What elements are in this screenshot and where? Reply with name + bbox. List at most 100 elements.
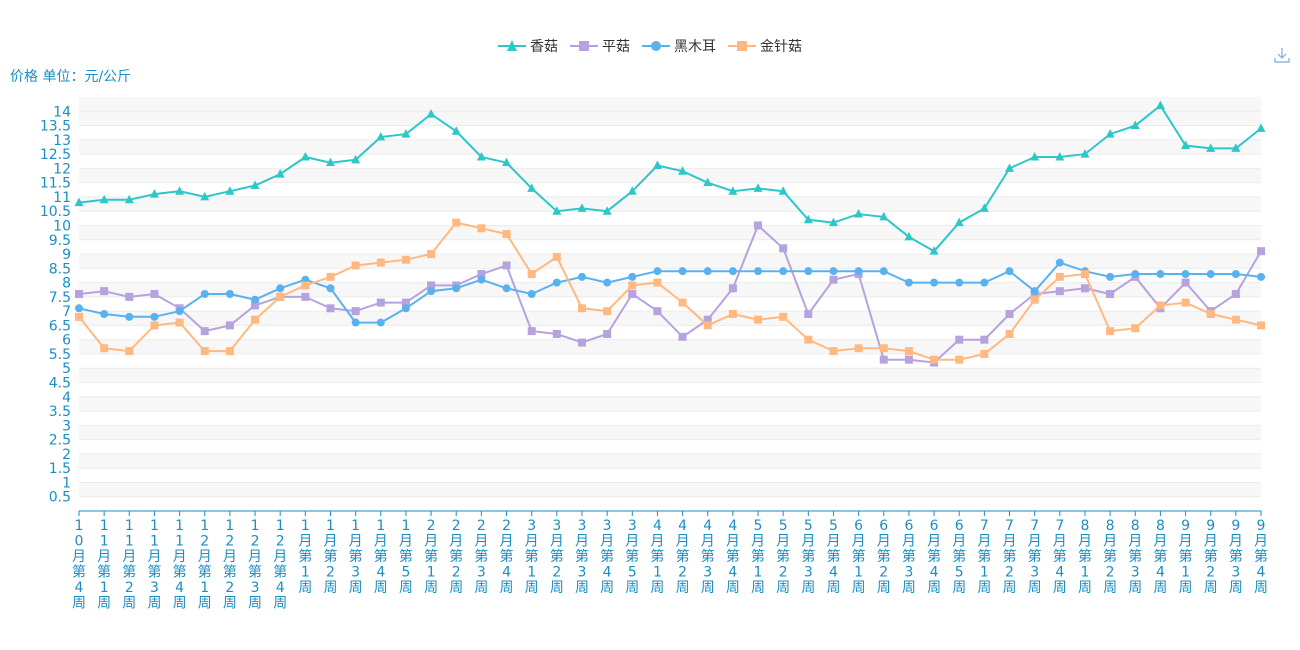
- legend-item[interactable]: 黑木耳: [642, 36, 716, 56]
- data-point: [1206, 309, 1215, 318]
- x-tick-label: 9 月第 3 周: [1229, 518, 1243, 596]
- x-tick-label: 8 月第 2 周: [1103, 518, 1117, 596]
- data-point: [351, 154, 361, 164]
- data-point: [1005, 163, 1015, 172]
- x-tick-label: 2 月第 4 周: [500, 518, 514, 596]
- legend-item[interactable]: 香菇: [498, 36, 558, 56]
- x-tick-label: 2 月第 2 周: [449, 518, 463, 596]
- data-point: [225, 321, 234, 330]
- grid-band: [79, 196, 1261, 212]
- data-point: [1181, 140, 1191, 150]
- data-point: [1181, 278, 1190, 287]
- data-point: [754, 267, 763, 276]
- data-point: [527, 327, 536, 336]
- data-point: [99, 194, 109, 204]
- data-point: [703, 177, 713, 187]
- data-point: [904, 347, 913, 356]
- data-point: [1156, 270, 1165, 279]
- data-point: [452, 284, 461, 293]
- data-point: [980, 349, 989, 358]
- x-tick-label: 4 月第 4 周: [726, 518, 740, 596]
- x-tick-label: 6 月第 3 周: [902, 518, 916, 596]
- data-point: [879, 344, 888, 353]
- data-point: [803, 214, 813, 224]
- data-point: [879, 211, 889, 221]
- y-tick-label: 4: [62, 390, 71, 406]
- data-point: [250, 180, 260, 190]
- data-point: [477, 270, 486, 279]
- x-tick-label: 5 月第 3 周: [801, 518, 815, 596]
- data-point: [451, 126, 461, 135]
- data-point: [577, 304, 586, 313]
- x-tick-label: 9 月第 4 周: [1254, 518, 1268, 596]
- data-point: [678, 267, 687, 276]
- data-point: [351, 318, 360, 327]
- data-point: [1106, 290, 1115, 299]
- data-point: [276, 292, 285, 301]
- data-point: [678, 166, 688, 175]
- data-point: [125, 312, 134, 321]
- data-point: [1080, 270, 1089, 279]
- data-point: [100, 344, 109, 353]
- data-point: [1206, 270, 1215, 279]
- grid-band: [79, 453, 1261, 469]
- x-tick-label: 3 月第 5 周: [625, 518, 639, 596]
- y-tick-label: 11: [53, 190, 71, 206]
- data-point: [401, 129, 411, 138]
- y-tick-label: 13.5: [40, 119, 71, 135]
- data-point: [276, 284, 285, 293]
- y-tick-label: 5: [62, 361, 71, 377]
- grid-band: [79, 225, 1261, 240]
- data-point: [552, 252, 561, 261]
- data-point: [728, 309, 737, 318]
- legend-item[interactable]: 金针菇: [728, 36, 802, 56]
- data-point: [477, 275, 486, 284]
- data-point: [1106, 272, 1115, 281]
- x-tick-label: 1 月第 2 周: [323, 518, 337, 596]
- y-tick-label: 7.5: [49, 290, 71, 306]
- data-point: [75, 290, 83, 299]
- x-tick-label: 3 月第 3 周: [575, 518, 589, 596]
- data-point: [1156, 301, 1165, 310]
- data-point: [74, 197, 84, 207]
- data-point: [225, 186, 235, 195]
- series-line-2: [78, 223, 1262, 364]
- x-tick-label: 1 1 月第 2 周: [122, 518, 136, 612]
- data-point: [728, 267, 737, 276]
- data-point: [351, 307, 360, 316]
- legend-marker-icon: [728, 41, 756, 51]
- data-point: [979, 203, 989, 212]
- y-tick-label: 4.5: [49, 376, 71, 392]
- data-point: [904, 278, 913, 287]
- data-point: [678, 298, 687, 307]
- download-icon[interactable]: [1272, 45, 1292, 65]
- data-point: [427, 250, 436, 259]
- data-point: [502, 261, 511, 270]
- data-point: [1231, 290, 1240, 299]
- data-point: [1130, 120, 1140, 130]
- data-point: [1206, 143, 1216, 152]
- data-point: [149, 189, 159, 198]
- y-tick-label: 2: [62, 447, 71, 463]
- grid-band: [79, 339, 1261, 354]
- data-point: [627, 186, 637, 195]
- data-point: [1005, 309, 1014, 318]
- data-point: [778, 186, 788, 195]
- data-point: [678, 332, 687, 341]
- x-tick-label: 1 1 月第 4 周: [173, 518, 187, 612]
- legend-label: 金针菇: [760, 39, 802, 55]
- y-tick-label: 12.5: [40, 147, 71, 163]
- data-point: [325, 157, 335, 167]
- data-point: [527, 183, 537, 192]
- data-point: [779, 312, 788, 321]
- legend-item[interactable]: 平菇: [570, 36, 630, 56]
- data-point: [1257, 272, 1265, 281]
- data-point: [1181, 298, 1190, 307]
- data-point: [804, 335, 813, 344]
- data-point: [401, 255, 410, 264]
- series-line-1: [78, 104, 1262, 253]
- grid-band: [79, 282, 1261, 297]
- data-point: [200, 191, 210, 201]
- data-point: [1030, 287, 1039, 296]
